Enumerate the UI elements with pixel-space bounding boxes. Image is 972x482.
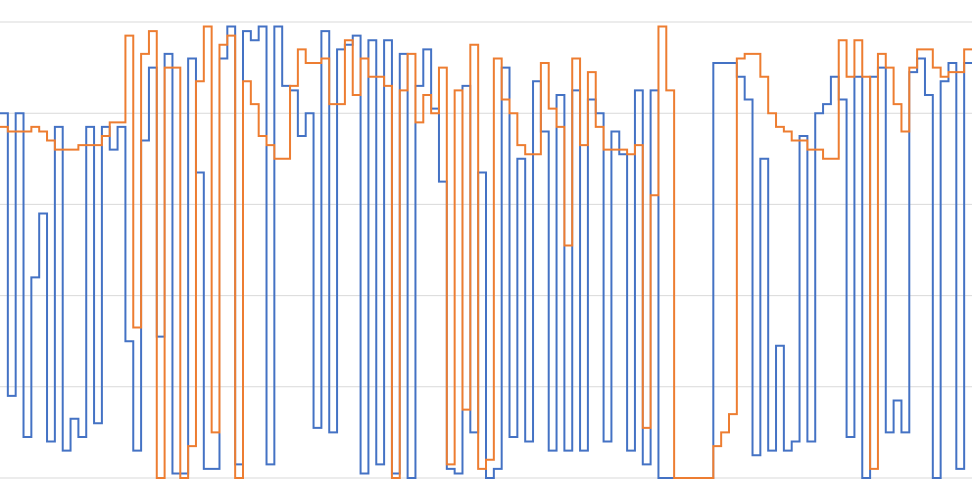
step-line [0, 25, 972, 479]
step-line [0, 25, 972, 479]
